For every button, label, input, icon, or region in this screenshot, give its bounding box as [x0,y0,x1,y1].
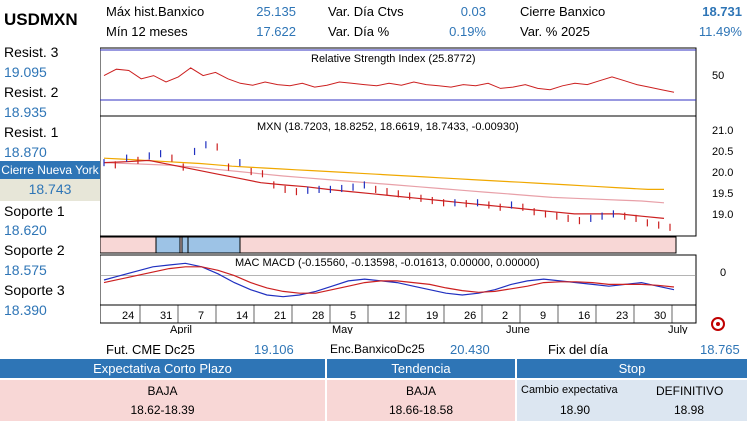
support2-label: Soporte 2 [4,242,65,258]
chart-svg: Relative Strength Index (25.8772) 50 MXN… [99,47,733,336]
resist2-label: Resist. 2 [4,84,59,100]
support1-label: Soporte 1 [4,203,65,219]
month-label: July [668,324,688,334]
date-tick-label: 14 [236,310,248,322]
trend-header: Tendencia [327,359,515,378]
date-ticks: 24 31 7 14 21 28 5 12 19 26 2 9 16 23 30 [122,305,673,323]
var-pct-value: 0.19% [449,24,486,39]
price-tick-21: 21.0 [712,125,733,137]
short-term-header: Expectativa Corto Plazo [0,359,325,378]
date-tick-label: 9 [540,310,546,322]
min-value: 17.622 [256,24,296,39]
date-tick-label: 30 [654,310,666,322]
technical-chart: Relative Strength Index (25.8772) 50 MXN… [99,44,747,336]
support2-value: 18.575 [4,262,47,278]
ny-close-label: Cierre Nueva York [0,161,100,179]
ma-mid-line [103,162,665,204]
var-ctvs-value: 0.03 [460,4,486,19]
date-axis-frame [99,304,697,324]
rsi-tick-50: 50 [712,70,724,82]
support3-value: 18.390 [4,302,47,318]
month-labels: April May June July [170,324,688,336]
resist1-label: Resist. 1 [4,124,59,140]
price-title: MXN (18.7203, 18.8252, 18.6619, 18.7433,… [257,121,519,133]
date-tick-label: 31 [160,310,172,322]
symbol-title: USDMXN [4,10,78,29]
resist3-value: 19.095 [4,64,47,80]
stop-header: Stop [517,359,747,378]
price-bars [103,141,671,231]
short-term-direction: BAJA [147,384,178,398]
macd-tick-0: 0 [720,267,726,279]
signal-line [103,266,675,294]
enc-value: 20.430 [450,342,490,357]
resist2-value: 18.935 [4,104,47,120]
trend-strip-up-3 [187,236,241,254]
price-panel-frame [99,115,697,237]
trend-range: 18.66-18.58 [388,403,454,417]
macd-title: MAC MACD (-0.15560, -0.13598, -0.01613, … [235,257,540,269]
trend-cell [327,380,515,421]
fut-label: Fut. CME Dc25 [106,342,195,357]
date-tick-label: 24 [122,310,134,322]
date-tick-label: 19 [426,310,438,322]
date-tick-label: 12 [388,310,400,322]
var2025-value: 11.49% [698,24,742,39]
ny-close-value: 18.743 [28,181,72,197]
stop-change-label: Cambio expectativa [521,384,618,396]
date-tick-label: 26 [464,310,476,322]
date-tick-label: 23 [616,310,628,322]
stop-definitive-value: 18.98 [674,403,705,417]
date-tick-label: 28 [312,310,324,322]
var-pct-label: Var. Día % [328,24,390,39]
stop-change-value: 18.90 [560,403,591,417]
cierre-label: Cierre Banxico [520,4,606,19]
price-tick-19: 19.0 [712,209,733,221]
price-tick-20: 20.0 [712,167,733,179]
rsi-line [103,67,675,93]
price-tick-20-5: 20.5 [712,146,733,158]
max-label: Máx hist.Banxico [106,4,205,19]
price-tick-19-5: 19.5 [712,188,733,200]
month-label: June [506,324,530,334]
min-label: Mín 12 meses [106,24,188,39]
refresh-icon-center [716,322,720,326]
date-tick-label: 5 [350,310,356,322]
month-label: May [332,324,353,334]
stop-definitive-label: DEFINITIVO [656,384,724,398]
fut-value: 19.106 [254,342,294,357]
enc-label: Enc.BanxicoDc25 [330,342,425,356]
resist3-label: Resist. 3 [4,44,59,60]
trend-direction: BAJA [405,384,436,398]
rsi-title: Relative Strength Index (25.8772) [311,53,476,65]
date-tick-label: 21 [274,310,286,322]
fix-value: 18.765 [700,342,740,357]
ma-slow-line [103,157,664,190]
cierre-value: 18.731 [702,4,742,19]
max-value: 25.135 [256,4,296,19]
date-tick-label: 7 [198,310,204,322]
ma-fast-line [103,159,665,219]
var-ctvs-label: Var. Día Ctvs [328,4,404,19]
fix-label: Fix del día [548,342,608,357]
var2025-label: Var. % 2025 [520,24,590,39]
month-label: April [170,324,192,334]
trend-strip [99,236,677,254]
support3-label: Soporte 3 [4,282,65,298]
short-term-range: 18.62-18.39 [130,403,195,417]
resist1-value: 18.870 [4,144,47,160]
date-tick-label: 16 [578,310,590,322]
support1-value: 18.620 [4,222,47,238]
date-tick-label: 2 [502,310,508,322]
stop-cell [517,380,747,421]
trend-strip-up-1 [155,236,181,254]
short-term-cell [0,380,325,421]
refresh-icon[interactable] [711,317,725,331]
